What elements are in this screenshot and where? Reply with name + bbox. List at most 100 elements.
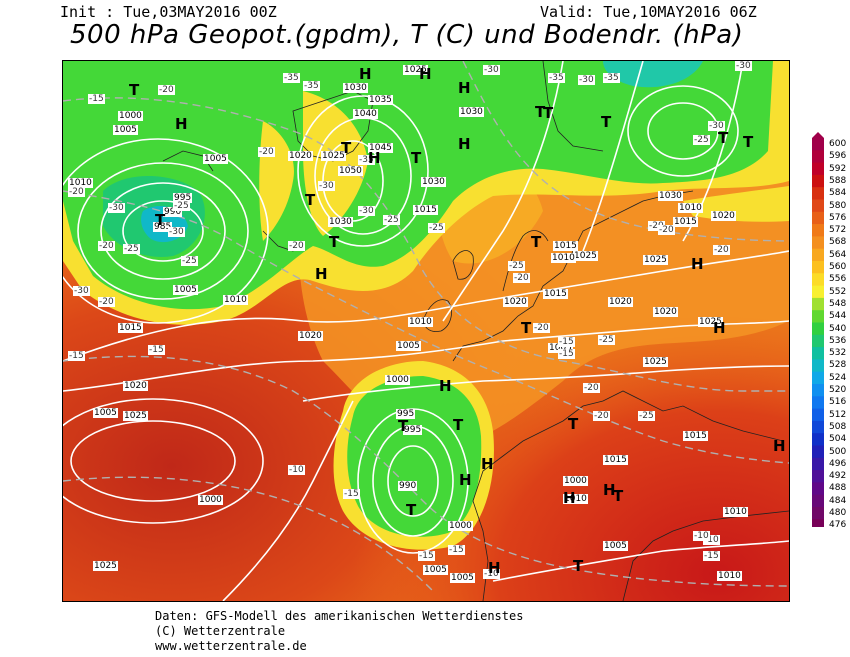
low-pressure-marker: T	[341, 139, 352, 157]
isotherm-label: -30	[108, 203, 125, 213]
yellow-strip-east	[683, 186, 789, 222]
legend-swatch-596	[812, 150, 824, 164]
low-pressure-marker: T	[531, 233, 542, 251]
weather-map-svg	[63, 61, 789, 601]
low-pressure-marker: T	[155, 211, 166, 229]
high-pressure-marker: H	[691, 255, 704, 273]
isobar-label: 1010	[223, 295, 248, 305]
weather-map: 1000 1005 1005 1010 995 990 985 1005 1010 1015 102…	[62, 60, 790, 602]
low-pressure-marker: T	[568, 415, 579, 433]
isotherm-label: -15	[558, 349, 575, 359]
isobar-label: 1020	[123, 381, 148, 391]
legend-swatch-600	[812, 138, 824, 151]
legend-swatch-536	[812, 334, 824, 348]
low-pressure-marker: T	[521, 319, 532, 337]
isotherm-label: -25	[638, 411, 655, 421]
isobar-label: 1040	[353, 109, 378, 119]
legend-swatch-552	[812, 285, 824, 299]
isotherm-label: -20	[593, 411, 610, 421]
legend-label: 568	[829, 237, 847, 248]
isobar-label: 1010	[551, 253, 576, 263]
isobar-label: 1015	[603, 455, 628, 465]
isobar-label: 1030	[421, 177, 446, 187]
isobar-label: 985	[153, 222, 173, 232]
isobar-label: 1015	[118, 323, 143, 333]
low-pressure-marker: T	[535, 103, 546, 121]
legend-swatch-576	[812, 211, 824, 225]
isobar-label: 995	[173, 193, 193, 203]
temperature-label-layer: -15 -20 -25 -30 -25 -30 -20 -25 -30 -20 -20 -15 -15-…	[63, 61, 789, 601]
isobar-label: 1005	[113, 125, 138, 135]
isobar-label: 1015	[673, 217, 698, 227]
legend-label: 564	[829, 249, 847, 260]
legend-swatch-556	[812, 273, 824, 287]
legend-swatch-484	[812, 494, 824, 508]
legend-label: 552	[829, 286, 847, 297]
valid-time: Valid: Tue,10MAY2016 06Z	[540, 3, 757, 21]
legend-label: 544	[829, 311, 847, 322]
low-pressure-marker: T	[613, 487, 624, 505]
cutoff-low-core	[347, 376, 482, 537]
isobar-label: 1005	[203, 154, 228, 164]
low-pressure-marker: T	[601, 113, 612, 131]
isobar-label: 1005	[423, 565, 448, 575]
isobar-label: 1045	[368, 143, 393, 153]
isobar-label: 1020	[288, 151, 313, 161]
isotherms	[63, 61, 789, 592]
isobar-label: 1025	[123, 411, 148, 421]
isobar-label: 1030	[343, 83, 368, 93]
isotherm-label: -15	[88, 94, 105, 104]
legend-label: 596	[829, 151, 847, 162]
low-pressure-marker: T	[718, 129, 729, 147]
legend-label: 512	[829, 409, 847, 420]
isotherm-label: -10	[693, 531, 710, 541]
legend-label: 548	[829, 298, 847, 309]
isotherm-label: -15	[448, 545, 465, 555]
legend-label: 516	[829, 397, 847, 408]
isobar-label: 995	[403, 425, 423, 435]
isotherm-label: -15	[558, 337, 575, 347]
high-pressure-marker: H	[713, 319, 726, 337]
isotherm-label: -15	[148, 345, 165, 355]
isotherm-label: -20	[713, 245, 730, 255]
legend-swatch-528	[812, 359, 824, 373]
legend-label: 476	[829, 520, 847, 531]
isotherm-label: -20	[533, 323, 550, 333]
isotherm-label: -15	[703, 551, 720, 561]
high-pressure-marker: H	[459, 471, 472, 489]
isobar-label: 1010	[717, 571, 742, 581]
isotherm-label: -25	[598, 335, 615, 345]
legend-swatch-504	[812, 433, 824, 446]
isotherm-label: -30	[168, 227, 185, 237]
legend-label: 560	[829, 262, 847, 272]
isotherm-label: -20	[583, 383, 600, 393]
legend-label: 556	[829, 274, 847, 285]
isotherm-label: -30	[735, 61, 752, 71]
isotherm-label: -20	[648, 221, 665, 231]
footer-copyright: (C) Wetterzentrale	[155, 624, 286, 638]
footer-url: www.wetterzentrale.de	[155, 639, 307, 653]
isobar-label: 995	[396, 409, 416, 419]
isotherm-label: -35	[358, 155, 375, 165]
legend-label: 480	[829, 508, 847, 518]
isobar-label: 1010	[723, 507, 748, 517]
trough-core-northeast	[603, 61, 703, 88]
isobar-label: 1000	[563, 476, 588, 486]
legend-swatch-524	[812, 371, 824, 385]
footer: Daten: GFS-Modell des amerikanischen Wet…	[155, 609, 523, 654]
low-pressure-marker: T	[453, 416, 464, 434]
init-time: Init : Tue,03MAY2016 00Z	[60, 3, 277, 21]
isobar-label: 1005	[173, 285, 198, 295]
legend-label: 540	[829, 323, 847, 334]
isobar-label: 1015	[683, 431, 708, 441]
page-title: 500 hPa Geopot.(gpdm), T (C) und Bodendr…	[70, 20, 744, 50]
high-pressure-marker: H	[439, 377, 452, 395]
legend-label: 504	[829, 434, 847, 445]
high-pressure-marker: H	[315, 265, 328, 283]
isobar-label: 1005	[603, 541, 628, 551]
isobar-label: 1010	[408, 317, 433, 327]
isotherm-label: -30	[483, 65, 500, 75]
legend-swatch-520	[812, 384, 824, 397]
legend-swatch-588	[812, 174, 824, 188]
isobar-label: 1030	[658, 191, 683, 201]
